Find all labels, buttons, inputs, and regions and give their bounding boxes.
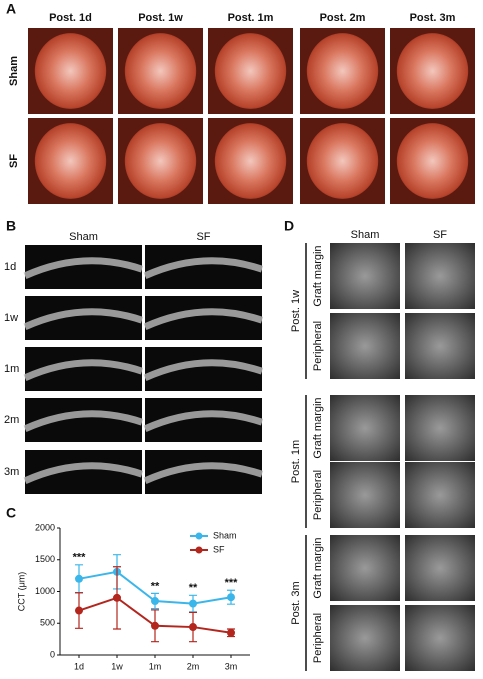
oct-cornea bbox=[143, 257, 264, 279]
legend-marker bbox=[195, 546, 203, 554]
cornea bbox=[34, 123, 107, 199]
x-tick-label: 1m bbox=[149, 661, 162, 671]
confocal-image bbox=[330, 535, 400, 601]
cornea bbox=[124, 33, 197, 109]
column-header: Sham bbox=[351, 229, 380, 241]
x-tick-label: 3m bbox=[225, 661, 238, 671]
row-label: Peripheral bbox=[312, 613, 324, 663]
oct-cornea bbox=[143, 410, 264, 432]
significance-label: *** bbox=[225, 577, 239, 589]
y-tick-label: 2000 bbox=[35, 522, 55, 532]
panel-label: C bbox=[6, 505, 16, 521]
row-label: Sham bbox=[8, 56, 20, 86]
significance-label: ** bbox=[189, 582, 198, 594]
legend-marker bbox=[195, 532, 203, 540]
column-header: Post. 3m bbox=[410, 12, 456, 24]
row-label: 1w bbox=[4, 312, 18, 324]
x-tick-label: 2m bbox=[187, 661, 200, 671]
confocal-image bbox=[405, 535, 475, 601]
cornea bbox=[306, 33, 379, 109]
confocal-image bbox=[405, 462, 475, 528]
data-point bbox=[227, 593, 235, 602]
panel-label: A bbox=[6, 1, 16, 17]
confocal-image bbox=[405, 395, 475, 461]
cornea bbox=[396, 123, 469, 199]
cornea bbox=[214, 123, 287, 199]
panel-label: D bbox=[284, 218, 294, 234]
column-header: Post. 2m bbox=[320, 12, 366, 24]
confocal-image bbox=[330, 462, 400, 528]
confocal-image bbox=[405, 313, 475, 379]
row-label: 2m bbox=[4, 414, 19, 426]
row-label: 1m bbox=[4, 363, 19, 375]
oct-cornea bbox=[23, 257, 144, 279]
cornea bbox=[124, 123, 197, 199]
confocal-image bbox=[405, 605, 475, 671]
y-axis-title: CCT (μm) bbox=[16, 572, 26, 612]
data-point bbox=[189, 623, 197, 632]
data-point bbox=[75, 574, 83, 583]
row-label: 3m bbox=[4, 466, 19, 478]
oct-cornea bbox=[23, 410, 144, 432]
column-header: Post. 1m bbox=[228, 12, 274, 24]
confocal-image bbox=[330, 395, 400, 461]
cornea bbox=[34, 33, 107, 109]
data-point bbox=[75, 606, 83, 615]
legend-label: Sham bbox=[213, 530, 237, 540]
row-label: SF bbox=[8, 154, 20, 168]
row-label: Graft margin bbox=[312, 397, 324, 458]
cornea bbox=[396, 33, 469, 109]
x-tick-label: 1d bbox=[74, 661, 84, 671]
data-point bbox=[113, 593, 121, 602]
group-label: Post. 1m bbox=[290, 440, 302, 483]
row-label: Peripheral bbox=[312, 470, 324, 520]
data-point bbox=[151, 597, 159, 606]
cornea bbox=[214, 33, 287, 109]
row-label: Peripheral bbox=[312, 321, 324, 371]
confocal-image bbox=[405, 243, 475, 309]
confocal-image bbox=[330, 243, 400, 309]
significance-label: ** bbox=[151, 580, 160, 592]
significance-label: *** bbox=[73, 552, 87, 564]
data-point bbox=[189, 599, 197, 608]
legend-label: SF bbox=[213, 544, 225, 554]
confocal-image bbox=[330, 313, 400, 379]
row-label: Graft margin bbox=[312, 245, 324, 306]
data-point bbox=[151, 621, 159, 630]
column-header: SF bbox=[196, 231, 210, 243]
column-header: Post. 1w bbox=[138, 12, 183, 24]
data-point bbox=[227, 628, 235, 637]
group-label: Post. 1w bbox=[290, 290, 302, 332]
column-header: SF bbox=[433, 229, 447, 241]
y-tick-label: 500 bbox=[40, 618, 55, 628]
y-tick-label: 1500 bbox=[35, 554, 55, 564]
column-header: Sham bbox=[69, 231, 98, 243]
oct-cornea bbox=[143, 359, 264, 381]
y-tick-label: 0 bbox=[50, 649, 55, 659]
oct-cornea bbox=[23, 359, 144, 381]
cornea bbox=[306, 123, 379, 199]
column-header: Post. 1d bbox=[49, 12, 92, 24]
row-label: 1d bbox=[4, 261, 16, 273]
row-label: Graft margin bbox=[312, 537, 324, 598]
group-label: Post. 3m bbox=[290, 581, 302, 624]
x-tick-label: 1w bbox=[111, 661, 123, 671]
panel-label: B bbox=[6, 218, 16, 234]
oct-cornea bbox=[143, 462, 264, 484]
oct-cornea bbox=[143, 308, 264, 330]
oct-cornea bbox=[23, 462, 144, 484]
confocal-image bbox=[330, 605, 400, 671]
oct-cornea bbox=[23, 308, 144, 330]
y-tick-label: 1000 bbox=[35, 586, 55, 596]
